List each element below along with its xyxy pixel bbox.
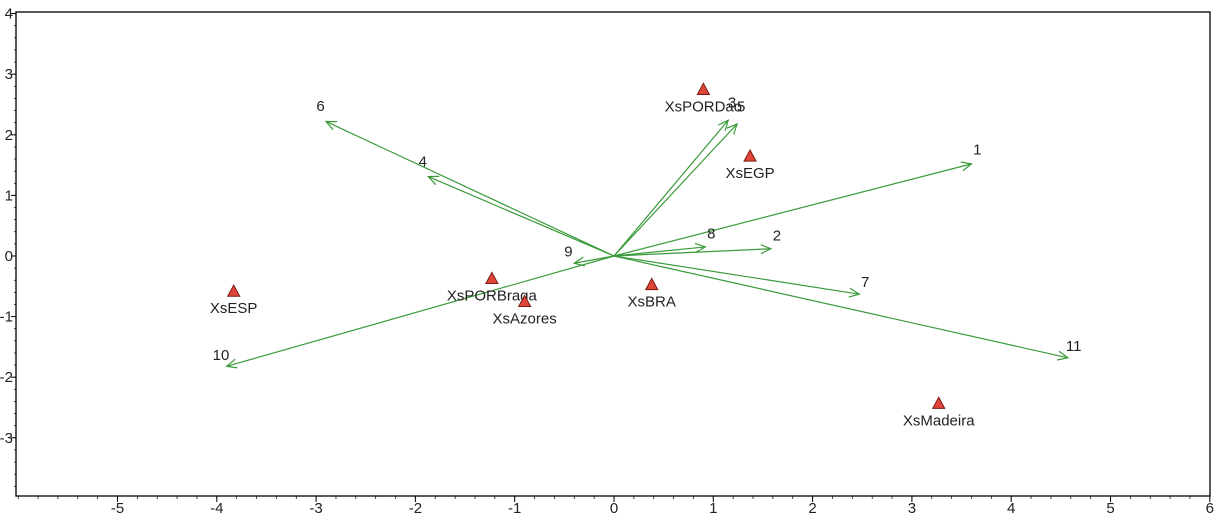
point-label-XsPORBraga: XsPORBraga [447, 287, 538, 304]
y-tick-label: 2 [5, 127, 13, 144]
point-label-XsEGP: XsEGP [725, 165, 774, 182]
x-tick-label: 1 [709, 500, 717, 514]
vector-label-2: 2 [773, 227, 781, 244]
x-tick-label: -4 [210, 500, 223, 514]
vector-4-arrowhead [426, 175, 440, 186]
vector-label-4: 4 [419, 153, 427, 170]
vector-label-7: 7 [861, 274, 869, 291]
x-tick-label: -2 [409, 500, 422, 514]
vector-label-6: 6 [316, 98, 324, 115]
vector-9 [574, 255, 615, 264]
y-tick-label: 1 [5, 187, 13, 204]
vector-7 [613, 255, 860, 295]
x-tick-label: 3 [908, 500, 916, 514]
vector-label-5: 5 [737, 99, 745, 116]
y-tick-label: 4 [5, 6, 13, 23]
vector-label-11: 11 [1066, 338, 1082, 355]
vector-5 [613, 123, 738, 257]
point-layer: XsPORDao XsEGP XsESP XsPORBraga XsAzores XsBR… [210, 82, 975, 429]
point-label-XsAzores: XsAzores [493, 310, 557, 327]
point-marker-XsEGP [743, 148, 757, 162]
vector-label-1: 1 [973, 141, 981, 158]
vector-1 [613, 163, 972, 257]
vector-2-arrowhead [760, 244, 773, 255]
y-tick-label: -2 [0, 369, 13, 386]
vector-10 [226, 255, 615, 367]
x-tick-label: 2 [808, 500, 816, 514]
vector-8 [613, 246, 706, 257]
vector-3 [613, 119, 729, 257]
x-tick-label: -5 [111, 500, 124, 514]
x-tick-label: 5 [1106, 500, 1114, 514]
y-tick-label: -1 [0, 309, 13, 326]
vector-4 [428, 176, 615, 257]
vector-6 [325, 120, 615, 257]
vector-label-8: 8 [707, 225, 715, 242]
vector-6-arrowhead [324, 120, 338, 131]
point-marker-XsESP [226, 284, 241, 297]
x-tick-label: 4 [1007, 500, 1015, 514]
x-tick-label: -1 [508, 500, 521, 514]
point-label-XsPORDao: XsPORDao [665, 98, 743, 115]
y-tick-label: 0 [5, 248, 13, 265]
point-marker-XsPORBraga [485, 271, 499, 285]
point-label-XsBRA: XsBRA [628, 293, 676, 310]
vector-label-9: 9 [564, 243, 572, 260]
vector-11 [613, 255, 1068, 359]
x-tick-label: 6 [1206, 500, 1214, 514]
y-tick-label: -3 [0, 430, 13, 447]
point-marker-XsBRA [644, 277, 659, 291]
vector-label-3: 3 [728, 95, 736, 112]
vector-2 [613, 248, 771, 257]
vector-3-arrowhead [718, 119, 730, 131]
vector-7-arrowhead [848, 287, 861, 298]
point-label-XsESP: XsESP [210, 300, 258, 317]
point-marker-XsMadeira [931, 396, 946, 409]
vector-label-10: 10 [213, 347, 230, 364]
vector-10-arrowhead [225, 358, 238, 369]
x-tick-label: 0 [610, 500, 618, 514]
vector-layer: 1 2 3 4 5 6 7 8 9 10 11 [213, 95, 1082, 369]
vector-11-arrowhead [1056, 350, 1070, 361]
vector-8-arrowhead [694, 242, 707, 253]
point-marker-XsAzores [517, 294, 532, 308]
y-tick-label: 3 [5, 66, 13, 83]
x-tick-label: -3 [309, 500, 322, 514]
vector-1-arrowhead [960, 161, 973, 172]
point-marker-XsPORDao [696, 82, 711, 95]
vector-5-arrowhead [726, 122, 739, 135]
plot-frame [15, 11, 1211, 497]
point-label-XsMadeira: XsMadeira [903, 412, 975, 429]
